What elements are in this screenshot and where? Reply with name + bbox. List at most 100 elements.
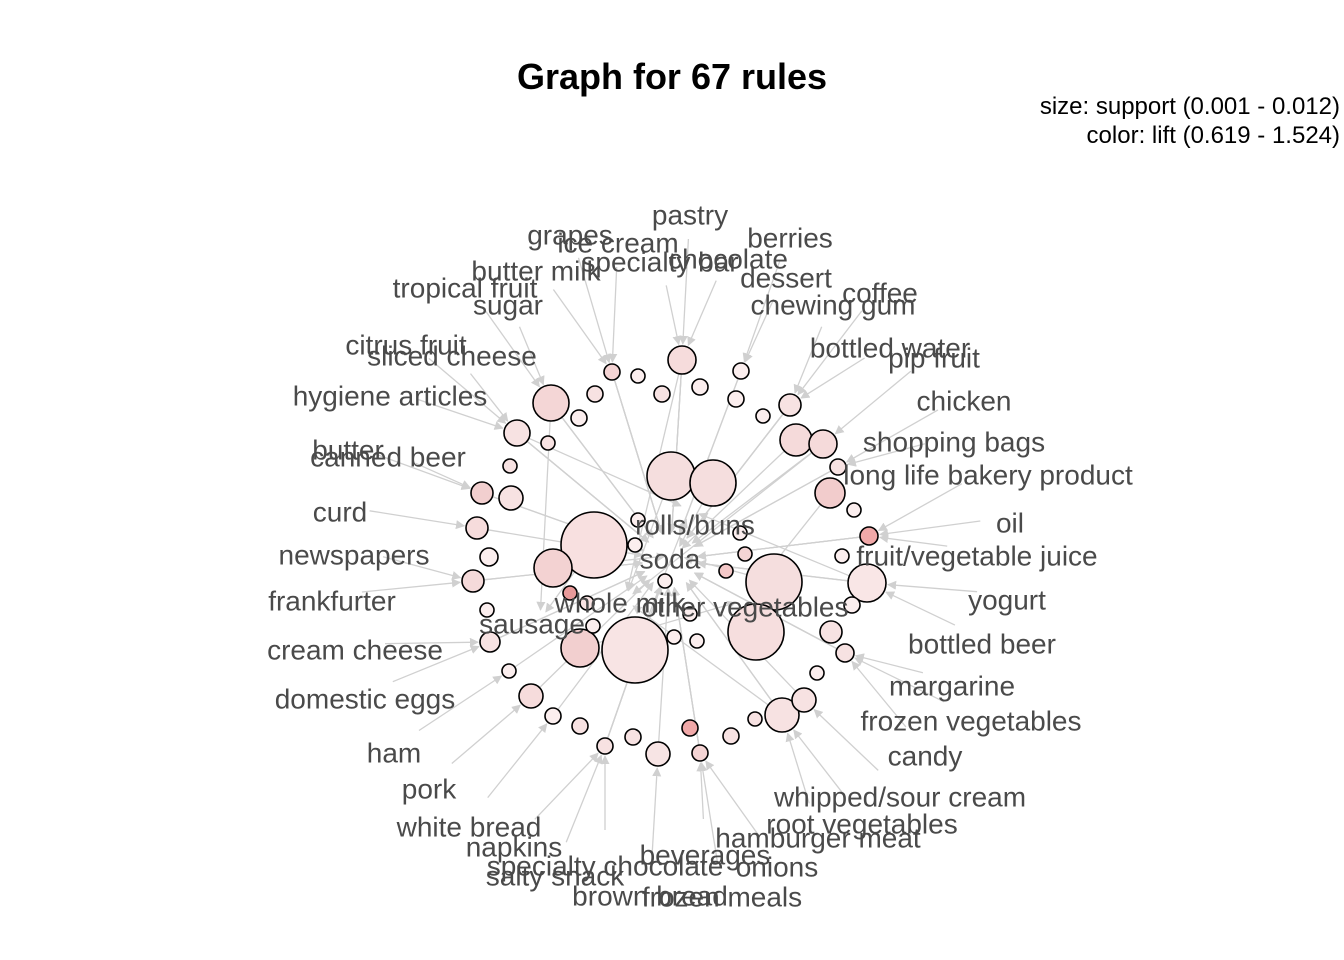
rule-node-8[interactable] (560, 628, 600, 668)
rule-node-24[interactable] (645, 741, 671, 767)
edge-to-center (691, 451, 813, 544)
rule-node-60[interactable] (718, 563, 734, 579)
edge-to-center (526, 440, 650, 543)
item-label-ham: ham (367, 737, 421, 768)
rule-node-11[interactable] (503, 419, 531, 447)
rule-node-42[interactable] (479, 631, 501, 653)
rule-node-31[interactable] (834, 548, 850, 564)
rule-node-29[interactable] (829, 458, 847, 476)
edge-canned-beer (415, 462, 471, 489)
rule-node-45[interactable] (502, 458, 518, 474)
edge-hamburger-meat (785, 732, 810, 804)
rule-node-37[interactable] (596, 737, 614, 755)
rule-node-38[interactable] (624, 728, 642, 746)
rule-node-4[interactable] (689, 459, 737, 507)
rule-node-3[interactable] (646, 451, 696, 501)
rule-node-55[interactable] (755, 408, 771, 424)
rule-node-49[interactable] (603, 363, 621, 381)
rule-node-44[interactable] (479, 547, 499, 567)
rule-node-59[interactable] (732, 525, 748, 541)
rule-node-61[interactable] (657, 573, 673, 589)
rule-node-22[interactable] (461, 569, 485, 593)
item-label-onions: onions (736, 851, 819, 882)
rule-node-32[interactable] (809, 665, 825, 681)
rule-node-36[interactable] (747, 711, 763, 727)
rule-node-26[interactable] (859, 526, 879, 546)
rule-node-46[interactable] (540, 435, 556, 451)
item-label-shopping-bags: shopping bags (863, 426, 1045, 457)
item-label-ice-cream: ice cream (557, 227, 678, 258)
rule-node-12[interactable] (779, 423, 813, 457)
item-label-frozen-meals: frozen meals (642, 881, 802, 912)
item-label-bottled-beer: bottled beer (908, 628, 1056, 659)
edge-beverages (696, 762, 706, 820)
rule-node-15[interactable] (847, 563, 887, 603)
rule-node-58[interactable] (737, 546, 753, 562)
center-label-soda: soda (640, 543, 701, 574)
rule-node-33[interactable] (681, 719, 699, 737)
item-label-oil: oil (996, 507, 1024, 538)
rule-node-17[interactable] (791, 687, 817, 713)
rule-node-25[interactable] (819, 620, 843, 644)
center-label-other-vegetables: other vegetables (641, 591, 848, 622)
edge-salty-snack (565, 754, 603, 843)
rule-node-52[interactable] (691, 378, 709, 396)
rule-node-35[interactable] (722, 727, 740, 745)
rule-node-51[interactable] (653, 385, 671, 403)
rule-node-65[interactable] (666, 629, 682, 645)
rule-node-39[interactable] (571, 717, 589, 735)
rule-node-9[interactable] (532, 384, 570, 422)
edge-coffee (797, 310, 863, 396)
rule-node-66[interactable] (689, 633, 705, 649)
rule-node-50[interactable] (630, 368, 646, 384)
rule-node-19[interactable] (470, 481, 494, 505)
rule-node-57[interactable] (630, 512, 646, 528)
rule-node-1[interactable] (560, 511, 628, 579)
rule-node-18[interactable] (518, 683, 544, 709)
edge-to-center (693, 470, 832, 547)
edge-long-life-bakery-product (877, 483, 963, 532)
edge-to-center (539, 578, 651, 689)
rule-node-43[interactable] (479, 602, 495, 618)
rule-node-21[interactable] (465, 516, 489, 540)
legend-color: color: lift (0.619 - 1.524) (1086, 122, 1340, 149)
item-label-cream-cheese: cream cheese (267, 634, 443, 665)
rule-node-54[interactable] (732, 362, 750, 380)
edge-onions (705, 760, 761, 837)
rule-node-62[interactable] (562, 585, 578, 601)
rule-node-40[interactable] (544, 707, 562, 725)
edge-white-bread (487, 723, 548, 799)
rule-node-53[interactable] (727, 390, 745, 408)
edge-tropical-fruit (481, 306, 540, 388)
edge-brown-bread (651, 767, 662, 861)
edge-root-vegetables (793, 729, 845, 795)
edge-fruit-vegetable-juice (878, 533, 948, 547)
rule-node-7[interactable] (533, 548, 573, 588)
rule-node-28[interactable] (843, 596, 861, 614)
edge-grapes (577, 257, 612, 364)
rule-node-2[interactable] (601, 616, 669, 684)
rule-node-63[interactable] (579, 595, 595, 611)
rule-node-48[interactable] (586, 385, 604, 403)
rule-node-14[interactable] (814, 477, 846, 509)
rule-node-16[interactable] (764, 697, 800, 733)
item-label-chocolate: chocolate (668, 243, 788, 274)
legend-size: size: support (0.001 - 0.012) (1039, 93, 1340, 120)
rule-node-30[interactable] (846, 502, 862, 518)
rule-node-56[interactable] (627, 537, 643, 553)
rule-node-6[interactable] (727, 603, 785, 661)
rule-node-41[interactable] (501, 663, 517, 679)
rule-node-67[interactable] (682, 606, 698, 622)
rule-node-10[interactable] (667, 345, 697, 375)
edge-oil (878, 520, 981, 538)
rule-node-27[interactable] (835, 643, 855, 663)
rule-node-34[interactable] (691, 744, 709, 762)
edge-curd (369, 510, 466, 530)
item-label-domestic-eggs: domestic eggs (275, 683, 456, 714)
rule-node-20[interactable] (498, 485, 524, 511)
rule-node-64[interactable] (585, 618, 601, 634)
rule-node-13[interactable] (808, 429, 838, 459)
rule-node-23[interactable] (778, 393, 802, 417)
rule-node-47[interactable] (570, 409, 588, 427)
item-label-root-vegetables: root vegetables (766, 808, 957, 839)
